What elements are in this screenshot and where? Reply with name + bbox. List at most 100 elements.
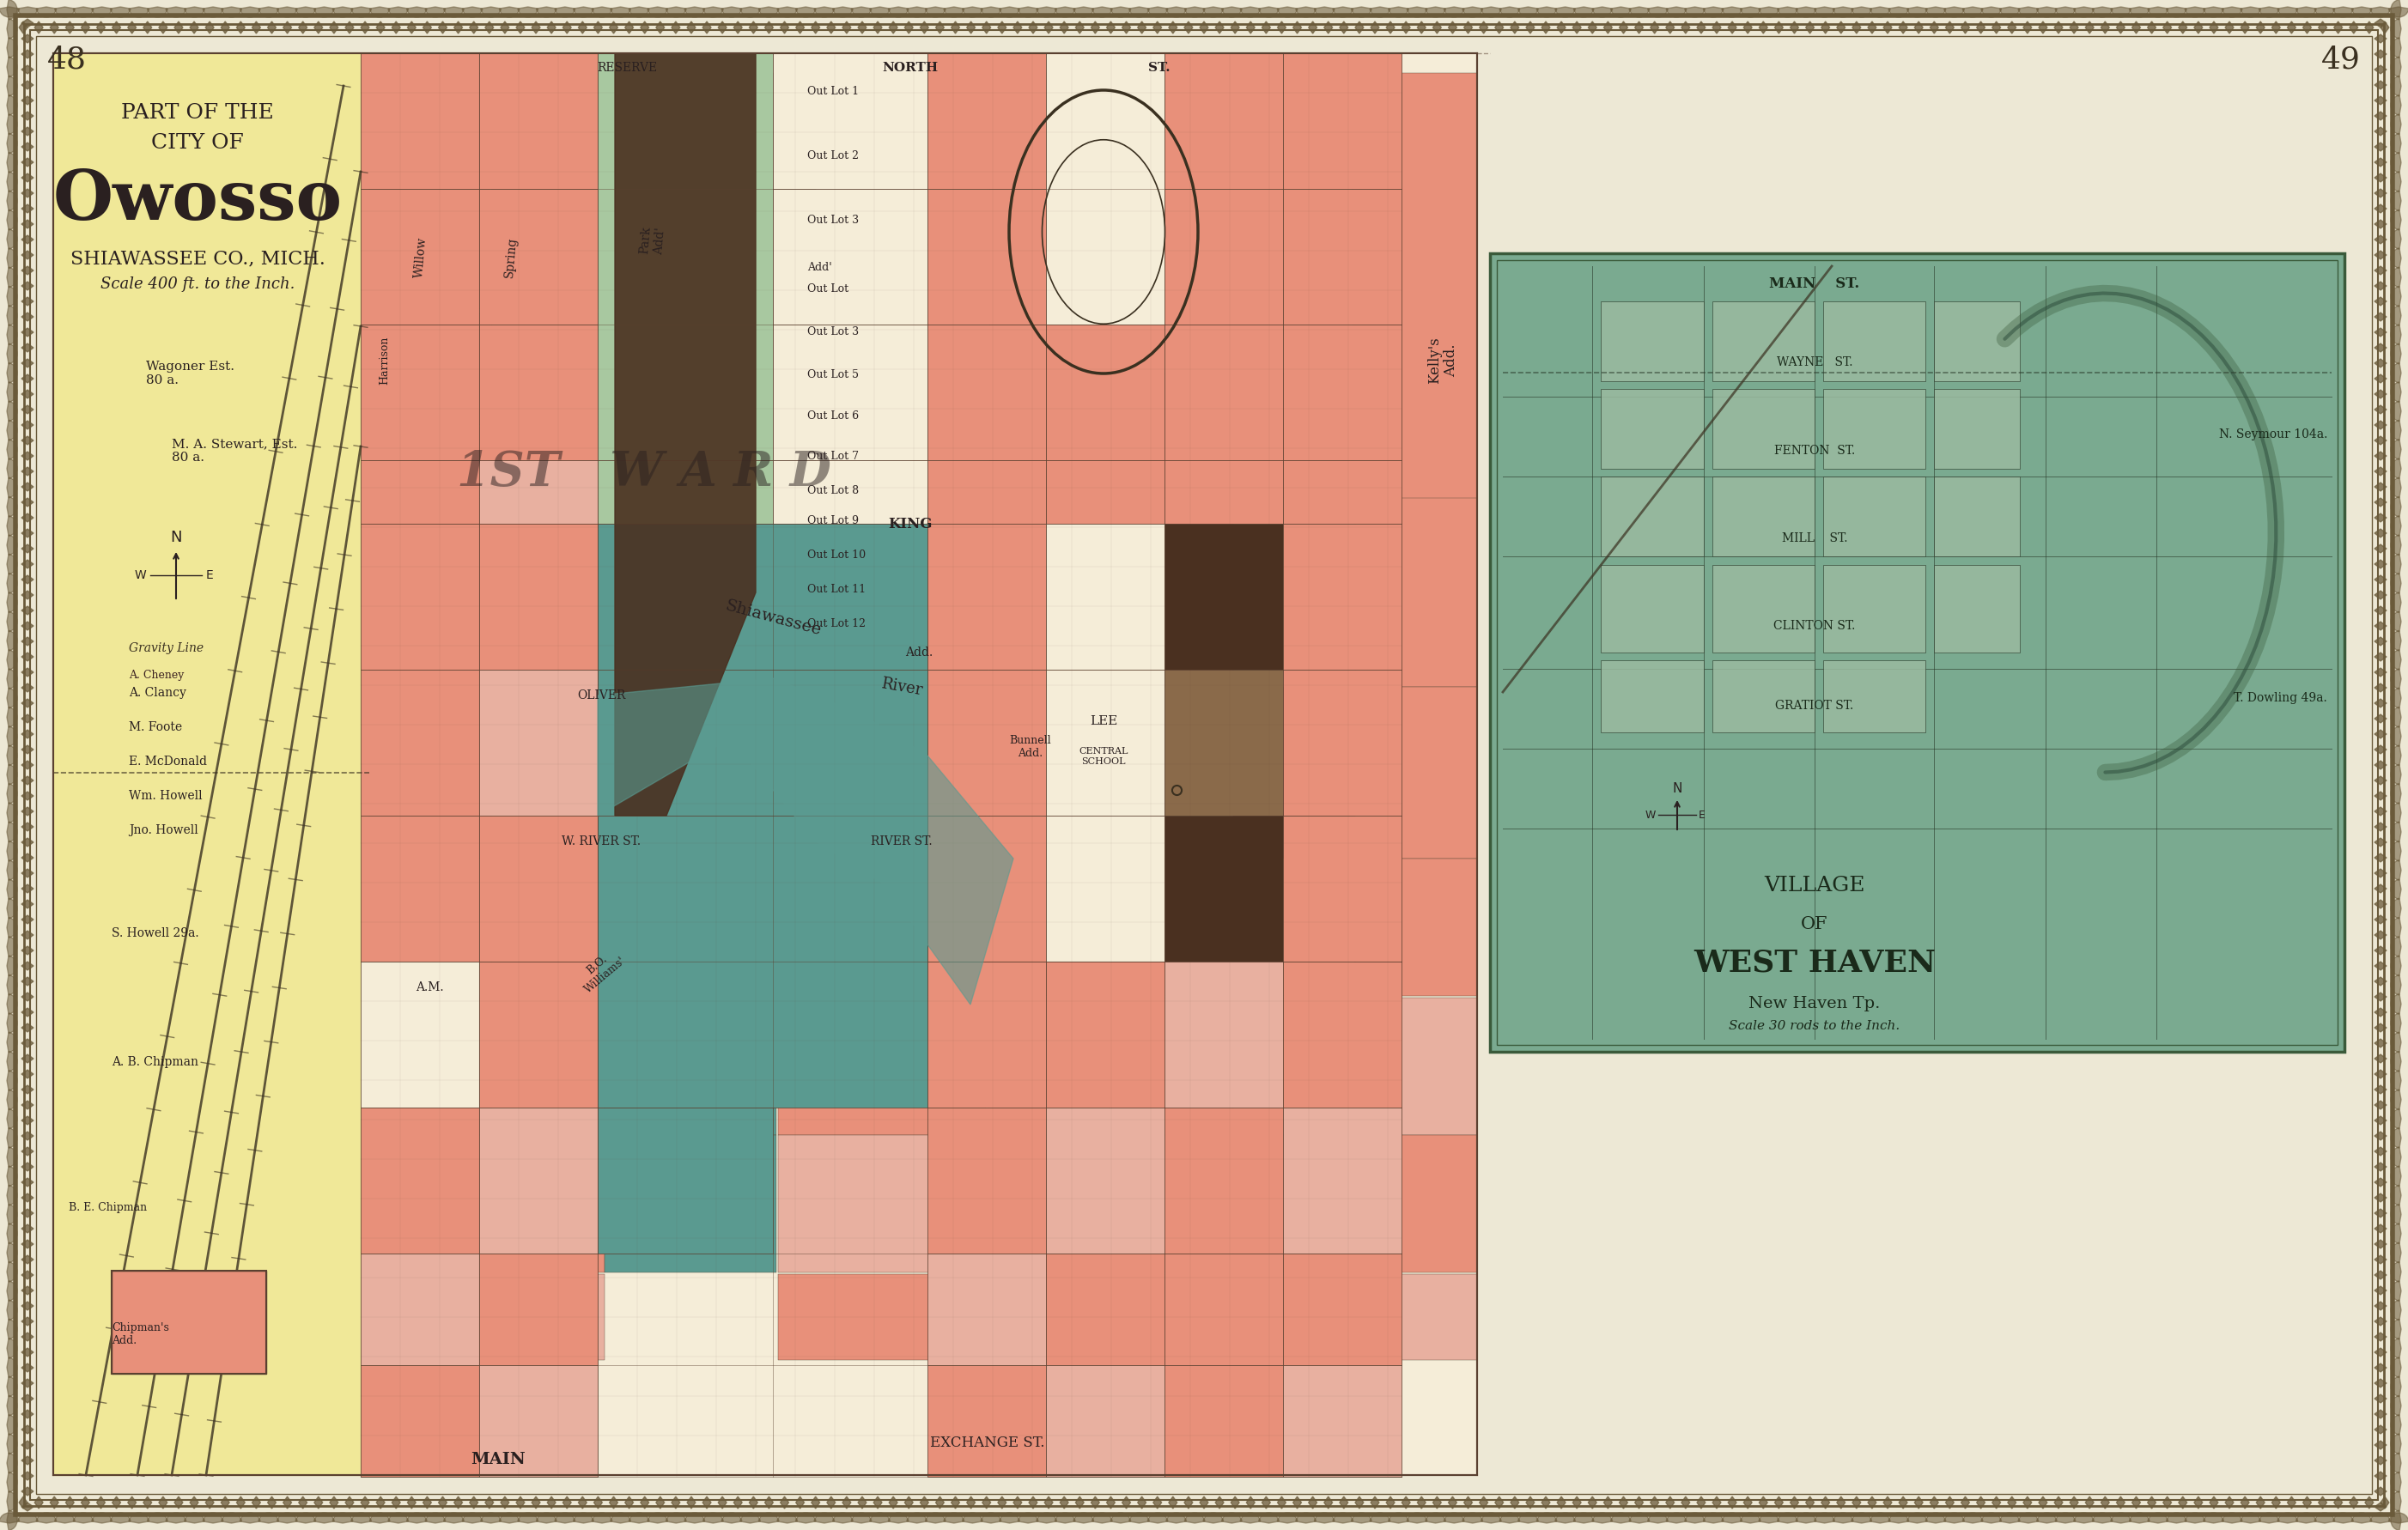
Polygon shape [113, 1496, 120, 1509]
Wedge shape [222, 6, 241, 17]
Wedge shape [7, 1319, 17, 1339]
Text: A. Clancy: A. Clancy [128, 687, 185, 699]
Bar [368, 427, 489, 496]
Wedge shape [2391, 1109, 2401, 1129]
Wedge shape [2391, 516, 2401, 535]
Wedge shape [1426, 6, 1445, 17]
Text: Out Lot 2: Out Lot 2 [807, 150, 860, 161]
Wedge shape [2391, 727, 2401, 747]
Polygon shape [982, 1496, 990, 1509]
Text: Out Lot 6: Out Lot 6 [807, 410, 860, 422]
Polygon shape [22, 560, 34, 568]
Polygon shape [905, 1496, 913, 1509]
Text: Spring: Spring [503, 237, 518, 278]
Wedge shape [1722, 1513, 1741, 1524]
Text: B. E. Chipman: B. E. Chipman [70, 1203, 147, 1213]
Wedge shape [1332, 1513, 1353, 1524]
Bar [778, 1135, 985, 1273]
Wedge shape [388, 1513, 409, 1524]
Wedge shape [2391, 1242, 2401, 1262]
Polygon shape [313, 21, 323, 34]
Polygon shape [2374, 205, 2386, 213]
Polygon shape [82, 1496, 89, 1509]
Bar [368, 188, 489, 309]
Wedge shape [1758, 1513, 1780, 1524]
Wedge shape [2391, 477, 2401, 497]
Text: GRATIOT ST.: GRATIOT ST. [1775, 699, 1854, 711]
Polygon shape [22, 900, 34, 909]
Wedge shape [963, 6, 982, 17]
Polygon shape [173, 1496, 183, 1509]
Polygon shape [144, 21, 152, 34]
Wedge shape [609, 6, 631, 17]
Text: T. Dowling 49a.: T. Dowling 49a. [2235, 692, 2326, 704]
Wedge shape [1110, 1513, 1132, 1524]
Text: N: N [171, 529, 183, 545]
Polygon shape [1401, 21, 1411, 34]
Bar [361, 670, 479, 815]
Polygon shape [2054, 21, 2064, 34]
Polygon shape [2374, 112, 2386, 121]
Wedge shape [1035, 6, 1057, 17]
Polygon shape [455, 1496, 462, 1509]
Polygon shape [393, 1496, 400, 1509]
Bar [368, 1274, 491, 1360]
Polygon shape [1712, 1496, 1722, 1509]
Wedge shape [7, 1339, 17, 1359]
Wedge shape [7, 1033, 17, 1053]
Polygon shape [2374, 560, 2386, 568]
Wedge shape [1149, 6, 1168, 17]
Polygon shape [2271, 21, 2280, 34]
Text: W: W [135, 569, 147, 581]
Polygon shape [22, 96, 34, 104]
Text: VILLAGE: VILLAGE [1765, 877, 1866, 897]
Bar [1823, 661, 1926, 733]
Bar [1283, 1365, 1401, 1476]
Wedge shape [1999, 6, 2020, 17]
Wedge shape [722, 1513, 742, 1524]
Polygon shape [951, 1496, 961, 1509]
Wedge shape [7, 171, 17, 191]
Polygon shape [22, 50, 34, 58]
Polygon shape [2374, 81, 2386, 89]
Bar [53, 54, 368, 1475]
Polygon shape [2023, 1496, 2032, 1509]
Wedge shape [759, 6, 778, 17]
Polygon shape [1356, 21, 1363, 34]
Polygon shape [597, 678, 1014, 1005]
Wedge shape [147, 1513, 169, 1524]
Wedge shape [795, 6, 816, 17]
Wedge shape [7, 1109, 17, 1129]
Polygon shape [655, 21, 665, 34]
Polygon shape [393, 21, 400, 34]
Bar [987, 1274, 1110, 1360]
Wedge shape [1572, 1513, 1594, 1524]
Bar [1356, 858, 1476, 996]
Wedge shape [2391, 574, 2401, 594]
Wedge shape [944, 6, 963, 17]
Polygon shape [2374, 190, 2386, 197]
Wedge shape [628, 6, 650, 17]
Wedge shape [1796, 1513, 1816, 1524]
Wedge shape [1315, 1513, 1334, 1524]
Polygon shape [2374, 1394, 2386, 1403]
Polygon shape [22, 854, 34, 861]
Wedge shape [7, 554, 17, 574]
Polygon shape [22, 1287, 34, 1294]
Polygon shape [22, 1487, 34, 1495]
Bar [1823, 301, 1926, 381]
Wedge shape [1832, 6, 1854, 17]
Wedge shape [2112, 1513, 2131, 1524]
Wedge shape [2278, 1513, 2297, 1524]
Polygon shape [1743, 1496, 1753, 1509]
Polygon shape [22, 930, 34, 939]
Polygon shape [1168, 21, 1178, 34]
Wedge shape [944, 1513, 963, 1524]
Bar [1823, 565, 1926, 652]
Bar [604, 998, 775, 1135]
Polygon shape [2374, 1085, 2386, 1094]
Polygon shape [222, 21, 229, 34]
Bar [1712, 389, 1816, 468]
Polygon shape [22, 1426, 34, 1434]
Wedge shape [7, 727, 17, 747]
